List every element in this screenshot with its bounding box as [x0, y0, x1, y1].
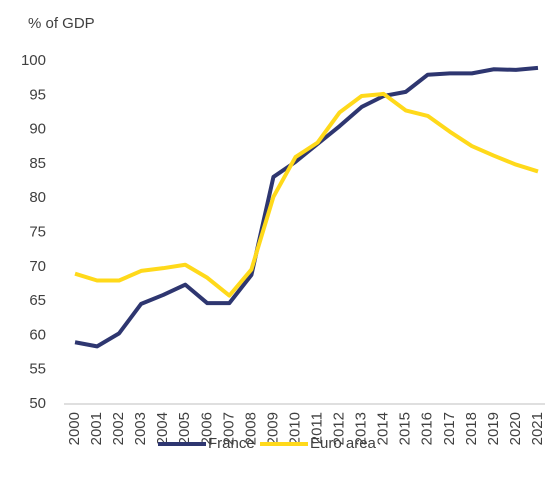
y-tick-label: 65 [29, 292, 46, 309]
y-tick-label: 100 [21, 52, 46, 69]
x-tick-label: 2014 [375, 412, 392, 445]
x-tick-label: 2003 [132, 412, 149, 445]
x-tick-label: 2011 [308, 412, 325, 444]
x-tick-label: 2010 [286, 412, 303, 445]
x-tick-label: 2004 [154, 412, 171, 445]
x-tick-label: 2015 [397, 412, 414, 445]
x-tick-label: 2013 [353, 412, 370, 445]
x-tick-label: 2002 [110, 412, 127, 445]
y-tick-label: 60 [29, 326, 46, 343]
x-tick-label: 2001 [88, 412, 105, 445]
x-tick-label: 2021 [529, 412, 546, 445]
y-axis-label: % of GDP [28, 15, 95, 32]
x-tick-label: 2016 [419, 412, 436, 445]
line-series [74, 65, 539, 349]
x-tick-label: 2017 [441, 412, 458, 445]
x-tick-label: 2007 [220, 412, 237, 445]
y-tick-label: 90 [29, 121, 46, 138]
x-tick-label: 2005 [176, 412, 193, 445]
x-tick-label: 2019 [485, 412, 502, 445]
y-tick-label: 85 [29, 155, 46, 172]
y-tick-label: 75 [29, 223, 46, 240]
x-tick-label: 2012 [331, 412, 348, 445]
x-tick-label: 2006 [198, 412, 215, 445]
x-tick-label: 2000 [66, 412, 83, 445]
y-tick-label: 80 [29, 189, 46, 206]
y-tick-label: 95 [29, 86, 46, 103]
y-tick-label: 70 [29, 258, 46, 275]
y-tick-label: 50 [29, 395, 46, 412]
line-series [74, 91, 539, 298]
legend-label: France [208, 435, 255, 452]
y-tick-label: 55 [29, 361, 46, 378]
x-tick-label: 2020 [507, 412, 524, 445]
legend-label: Euro area [310, 435, 377, 452]
x-tick-label: 2018 [463, 412, 480, 445]
x-tick-label: 2009 [264, 412, 281, 445]
x-tick-label: 2008 [242, 412, 259, 445]
